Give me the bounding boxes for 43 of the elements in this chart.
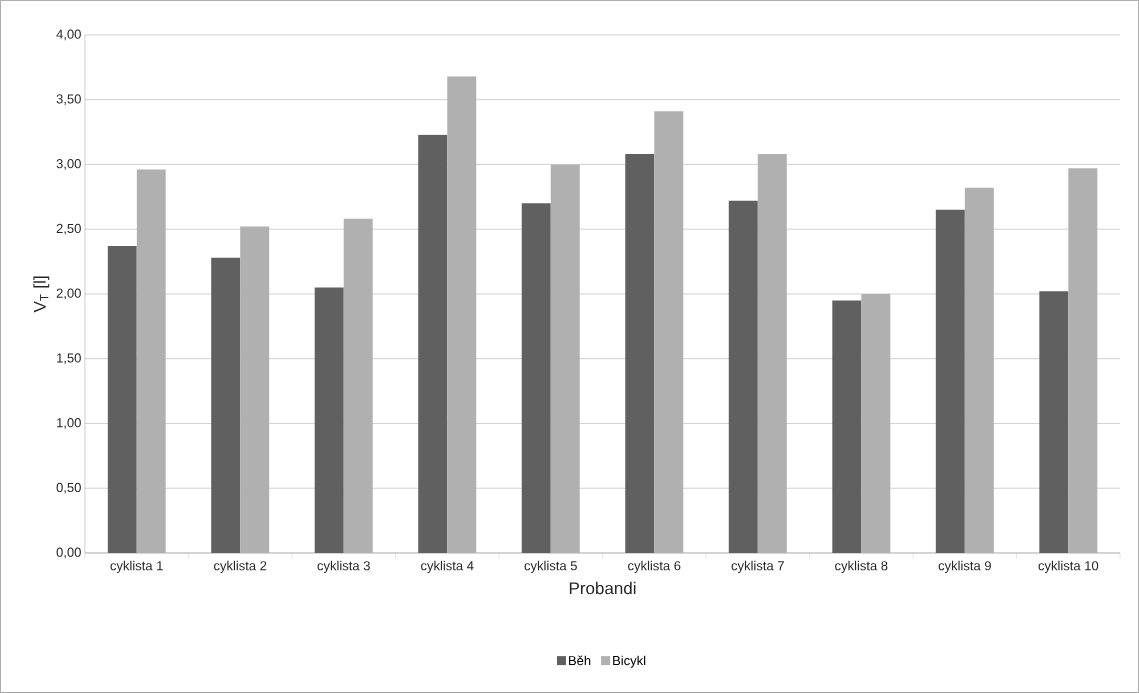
bar (314, 287, 344, 554)
y-tick-label: 0,00 (56, 547, 81, 559)
x-tick-label: cyklista 4 (421, 560, 474, 573)
bar (625, 154, 655, 554)
bar (521, 203, 551, 554)
y-tick-label: 1,00 (57, 418, 81, 429)
y-tick-label: 0,50 (56, 482, 81, 494)
bar (1039, 291, 1069, 554)
y-tick-label: 3,50 (56, 94, 81, 106)
bar (240, 226, 270, 554)
legend-label: Bicykl (613, 655, 646, 668)
bar (136, 169, 166, 554)
x-tick-label: cyklista 6 (628, 560, 681, 573)
bar (964, 187, 994, 554)
legend-label: Běh (569, 655, 591, 666)
y-tick-label: 4,00 (56, 29, 81, 41)
y-axis-title: V$_{T}$ [l] (33, 276, 50, 313)
y-tick-label: 3,00 (56, 159, 81, 170)
x-tick-label: cyklista 9 (938, 560, 991, 573)
y-tick-label: 2,00 (56, 288, 81, 300)
bar (1068, 168, 1098, 554)
bar (418, 134, 448, 554)
bar (343, 218, 373, 554)
bar (447, 76, 477, 554)
x-tick-label: cyklista 8 (835, 560, 888, 573)
bar (550, 164, 580, 554)
y-tick-label: 2,50 (56, 223, 81, 235)
x-tick-label: cyklista 1 (110, 560, 163, 573)
x-tick-label: cyklista 10 (1038, 560, 1099, 573)
bar (107, 246, 137, 554)
x-tick-label: cyklista 2 (214, 560, 267, 573)
bar (935, 209, 965, 554)
bar (861, 293, 891, 554)
y-tick-label: 1,50 (57, 353, 81, 365)
bar (211, 257, 241, 554)
x-tick-label: cyklista 7 (731, 560, 784, 573)
x-axis-title: Probandi (569, 581, 636, 595)
bar (728, 200, 758, 554)
bar (832, 300, 862, 554)
x-tick-label: cyklista 3 (317, 560, 370, 573)
bar (757, 154, 787, 554)
x-tick-label: cyklista 5 (524, 560, 577, 573)
bar (654, 111, 684, 554)
